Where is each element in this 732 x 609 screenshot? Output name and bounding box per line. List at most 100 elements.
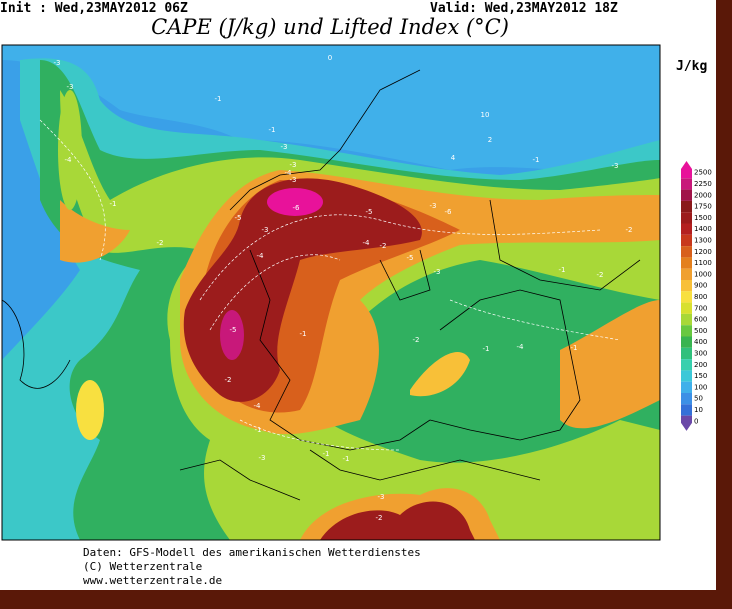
lifted-index-label: -1: [559, 266, 566, 274]
colorbar-cell: [681, 161, 692, 179]
lifted-index-label: -2: [225, 376, 232, 384]
colorbar-cell: [681, 178, 692, 190]
lifted-index-label: -2: [413, 336, 420, 344]
lifted-index-label: 2: [488, 136, 492, 144]
footer-line: Daten: GFS-Modell des amerikanischen Wet…: [83, 546, 421, 559]
colorbar-label: 900: [694, 282, 707, 290]
colorbar-cell: [681, 381, 692, 393]
colorbar-cell: [681, 268, 692, 280]
lifted-index-label: -2: [597, 271, 604, 279]
lifted-index-label: -1: [269, 126, 276, 134]
lifted-index-label: -2: [380, 242, 387, 250]
title: CAPE (J/kg) und Lifted Index (°C): [151, 15, 509, 39]
colorbar-cell: [681, 336, 692, 348]
colorbar-cell: [681, 370, 692, 382]
colorbar-cell: [681, 302, 692, 314]
map: [1, 44, 661, 541]
lifted-index-label: -3: [290, 161, 297, 169]
lifted-index-label: -4: [517, 343, 525, 351]
lifted-index-label: -3: [290, 176, 297, 184]
colorbar-label: 1000: [694, 270, 712, 278]
lifted-index-label: -1: [571, 344, 578, 352]
lifted-index-labels: -3-3-4-1-2-3-1-1-4-3-3-6-3-5-4-5-2-4-3-6…: [54, 54, 633, 522]
lifted-index-label: -3: [430, 202, 437, 210]
lifted-index-label: -3: [54, 59, 61, 67]
colorbar-cell: [681, 347, 692, 360]
lifted-index-label: -3: [378, 493, 385, 501]
colorbar-cell: [681, 313, 692, 326]
lifted-index-label: -1: [483, 345, 490, 353]
lifted-index-label: -1: [215, 95, 222, 103]
lifted-index-label: -2: [626, 226, 633, 234]
lifted-index-label: -3: [434, 268, 441, 276]
colorbar-cell: [681, 212, 692, 224]
colorbar-label: 200: [694, 361, 707, 369]
lifted-index-label: -4: [363, 239, 371, 247]
unit-label: J/kg: [676, 59, 707, 74]
lifted-index-label: -1: [343, 455, 350, 463]
colorbar-label: 10: [694, 406, 703, 414]
lifted-index-label: -5: [366, 208, 373, 216]
colorbar-cell: [681, 280, 692, 292]
colorbar-cell: [681, 200, 692, 213]
lifted-index-label: -4: [254, 402, 262, 410]
lifted-index-label: 10: [481, 111, 490, 119]
colorbar-label: 1300: [694, 236, 712, 244]
lifted-index-label: -4: [285, 169, 293, 177]
footer-line: www.wetterzentrale.de: [83, 574, 222, 587]
lifted-index-label: -1: [110, 200, 117, 208]
colorbar-label: 1100: [694, 259, 712, 267]
colorbar-cell: [681, 223, 692, 235]
colorbar-label: 2500: [694, 169, 712, 177]
lifted-index-label: -1: [255, 426, 262, 434]
lifted-index-label: -6: [293, 204, 301, 212]
colorbar-label: 300: [694, 349, 707, 357]
lifted-index-label: -4: [65, 156, 73, 164]
colorbar-label: 1500: [694, 214, 712, 222]
colorbar-cell: [681, 246, 692, 258]
lifted-index-label: -2: [157, 239, 164, 247]
colorbar-cell: [681, 325, 692, 337]
colorbar-label: 800: [694, 293, 707, 301]
lifted-index-label: -5: [235, 214, 242, 222]
colorbar: 2500225020001750150014001300120011001000…: [681, 161, 712, 431]
colorbar-label: 500: [694, 327, 707, 335]
colorbar-cell: [681, 415, 692, 431]
colorbar-cell: [681, 257, 692, 269]
colorbar-label: 600: [694, 316, 707, 324]
colorbar-cell: [681, 291, 692, 303]
lifted-index-label: -3: [259, 454, 266, 462]
lifted-index-label: -3: [612, 162, 619, 170]
lifted-index-label: -1: [300, 330, 307, 338]
lifted-index-label: 0: [328, 54, 332, 62]
colorbar-label: 150: [694, 372, 707, 380]
colorbar-label: 0: [694, 417, 698, 425]
lifted-index-label: -1: [533, 156, 540, 164]
lifted-index-label: -3: [262, 226, 269, 234]
lifted-index-label: 4: [451, 154, 456, 162]
colorbar-label: 100: [694, 383, 707, 391]
lifted-index-label: -6: [445, 208, 453, 216]
colorbar-label: 2000: [694, 191, 712, 199]
lifted-index-label: -4: [257, 252, 265, 260]
colorbar-cell: [681, 404, 692, 416]
lifted-index-label: -5: [230, 326, 237, 334]
lifted-index-label: -3: [67, 83, 74, 91]
colorbar-label: 700: [694, 304, 707, 312]
colorbar-label: 1400: [694, 225, 712, 233]
colorbar-label: 1750: [694, 203, 712, 211]
colorbar-cell: [681, 359, 692, 371]
colorbar-cell: [681, 234, 692, 247]
colorbar-cell: [681, 393, 692, 405]
colorbar-label: 1200: [694, 248, 712, 256]
colorbar-cell: [681, 189, 692, 201]
footer-line: (C) Wetterzentrale: [83, 560, 202, 573]
colorbar-label: 50: [694, 395, 703, 403]
valid-label: Valid: Wed,23MAY2012 18Z: [430, 1, 618, 16]
colorbar-label: 400: [694, 338, 707, 346]
lifted-index-label: -1: [323, 450, 330, 458]
lifted-index-label: -5: [407, 254, 414, 262]
lifted-index-label: -3: [281, 143, 288, 151]
init-label: Init : Wed,23MAY2012 06Z: [0, 1, 188, 16]
